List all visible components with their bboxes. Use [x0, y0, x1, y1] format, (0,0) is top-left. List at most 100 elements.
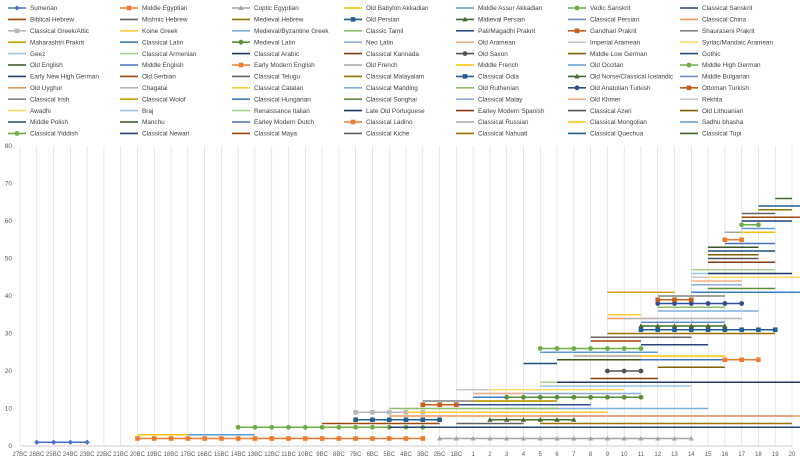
legend-label: Middle Assur Akkadian: [478, 5, 543, 12]
legend-label: Medieval/Byzantine Greek: [254, 28, 329, 35]
legend-item: Classical Mongolian: [568, 119, 647, 126]
data-point: [462, 51, 468, 56]
legend-label: Rekhta: [702, 96, 723, 103]
legend-label: Classical Nahuatl: [478, 131, 527, 138]
data-point: [537, 346, 543, 351]
data-point: [238, 5, 244, 10]
y-tick-label: 50: [5, 256, 13, 263]
data-point: [588, 346, 594, 351]
data-point: [238, 62, 244, 68]
legend-item: Imperial Aramean: [568, 39, 641, 46]
legend-label: Old Aramean: [478, 39, 516, 46]
data-point: [554, 394, 560, 400]
data-point: [319, 424, 325, 430]
legend-label: Classical Malayalam: [366, 74, 424, 81]
legend-item: Renaissance Italian: [232, 108, 310, 115]
data-point: [454, 402, 459, 408]
legend-label: Classical Odia: [478, 74, 519, 81]
legend-label: Old Occitan: [590, 62, 624, 69]
legend-item: Earley Modern Dutch: [232, 119, 314, 126]
series-lines: [34, 197, 800, 445]
data-point: [638, 435, 644, 441]
legend-label: Classical Newari: [142, 131, 189, 138]
data-point: [686, 62, 692, 68]
data-point: [671, 435, 678, 441]
series-middle-egyptian: [135, 436, 426, 441]
x-tick-label: 18BC: [164, 452, 180, 458]
x-tick-label: 1: [471, 452, 475, 458]
legend-label: Gothic: [702, 51, 721, 58]
data-point: [353, 417, 358, 423]
data-point: [14, 28, 20, 34]
legend-item: Classical Catalan: [232, 85, 304, 92]
legend-item: Classical China: [680, 17, 746, 24]
data-point: [462, 74, 468, 79]
legend-label: Imperial Aramean: [590, 39, 641, 46]
legend-item: Vedic Sanskrit: [568, 5, 631, 12]
data-point: [537, 435, 543, 441]
data-point: [705, 301, 711, 306]
legend-item: Classical Russian: [456, 119, 529, 126]
x-tick-label: 6: [555, 452, 559, 458]
x-tick-label: 10: [621, 452, 628, 458]
legend-label: Classical Songhai: [366, 96, 417, 103]
legend-label: Classical Catalan: [254, 85, 304, 92]
data-point: [672, 297, 677, 303]
legend-label: Sadhu bhasha: [702, 119, 744, 126]
legend-label: Medieval Hebrew: [254, 17, 304, 24]
legend-item: Shauraseni Prakrit: [680, 28, 755, 35]
legend-item: Classical Malay: [456, 96, 523, 103]
legend-label: Old Uyghur: [30, 85, 63, 92]
data-point: [739, 222, 745, 228]
legend-item: Classic Tamil: [344, 28, 403, 35]
x-tick-label: 26BC: [29, 452, 45, 458]
data-point: [353, 424, 359, 430]
data-point: [353, 409, 358, 415]
legend-label: Old Ruthenian: [478, 85, 519, 92]
data-point: [462, 16, 468, 22]
legend-label: Classical Telugu: [254, 74, 301, 81]
data-point: [50, 439, 57, 445]
legend-item: Maharashtri Prakrit: [8, 39, 84, 46]
data-point: [487, 435, 493, 441]
data-point: [722, 327, 728, 333]
series-classical-yiddish: [739, 222, 761, 228]
legend-item: Old Anatolian Turkish: [568, 85, 651, 92]
x-tick-label: 17: [738, 452, 745, 458]
data-point: [621, 346, 627, 351]
data-point: [604, 368, 610, 374]
legend-item: Middle Bulgarian: [680, 74, 750, 81]
data-point: [235, 424, 241, 430]
legend-label: Middle English: [142, 62, 184, 69]
legend-label: Maharashtri Prakrit: [30, 39, 84, 46]
data-point: [722, 323, 728, 328]
legend-item: Old French: [344, 62, 398, 69]
data-point: [571, 346, 577, 351]
data-point: [689, 297, 694, 303]
data-point: [504, 435, 510, 441]
legend-item: Classical Greek/Attic: [8, 28, 90, 35]
legend-item: Classical Tupi: [680, 131, 741, 138]
legend-item: Medieval/Byzantine Greek: [232, 28, 329, 35]
series-classical-ladino: [722, 237, 744, 243]
legend-label: Middle Egyptian: [142, 5, 188, 12]
x-tick-label: 2BC: [434, 452, 446, 458]
data-point: [67, 439, 73, 445]
legend-item: Medieval Latin: [232, 39, 296, 46]
data-point: [621, 368, 627, 374]
series-old-norse-classical-icelandic: [638, 323, 728, 328]
legend-item: Classical Malayalam: [344, 74, 424, 81]
data-point: [739, 237, 744, 243]
legend-label: Old Serbian: [142, 74, 176, 81]
data-point: [722, 357, 728, 363]
legend-label: Braj: [142, 108, 153, 115]
legend-label: Old Babylon Akkadian: [366, 5, 429, 12]
legend-item: Ottoman Turkish: [680, 85, 749, 92]
legend-label: Syriac/Mandaic Aramean: [702, 39, 773, 46]
x-tick-label: 23BC: [80, 452, 96, 458]
data-point: [403, 417, 409, 423]
legend-label: Coptic Egyptian: [254, 5, 299, 12]
data-point: [520, 416, 527, 422]
legend-label: Classical Irish: [30, 96, 70, 103]
data-point: [672, 301, 677, 306]
